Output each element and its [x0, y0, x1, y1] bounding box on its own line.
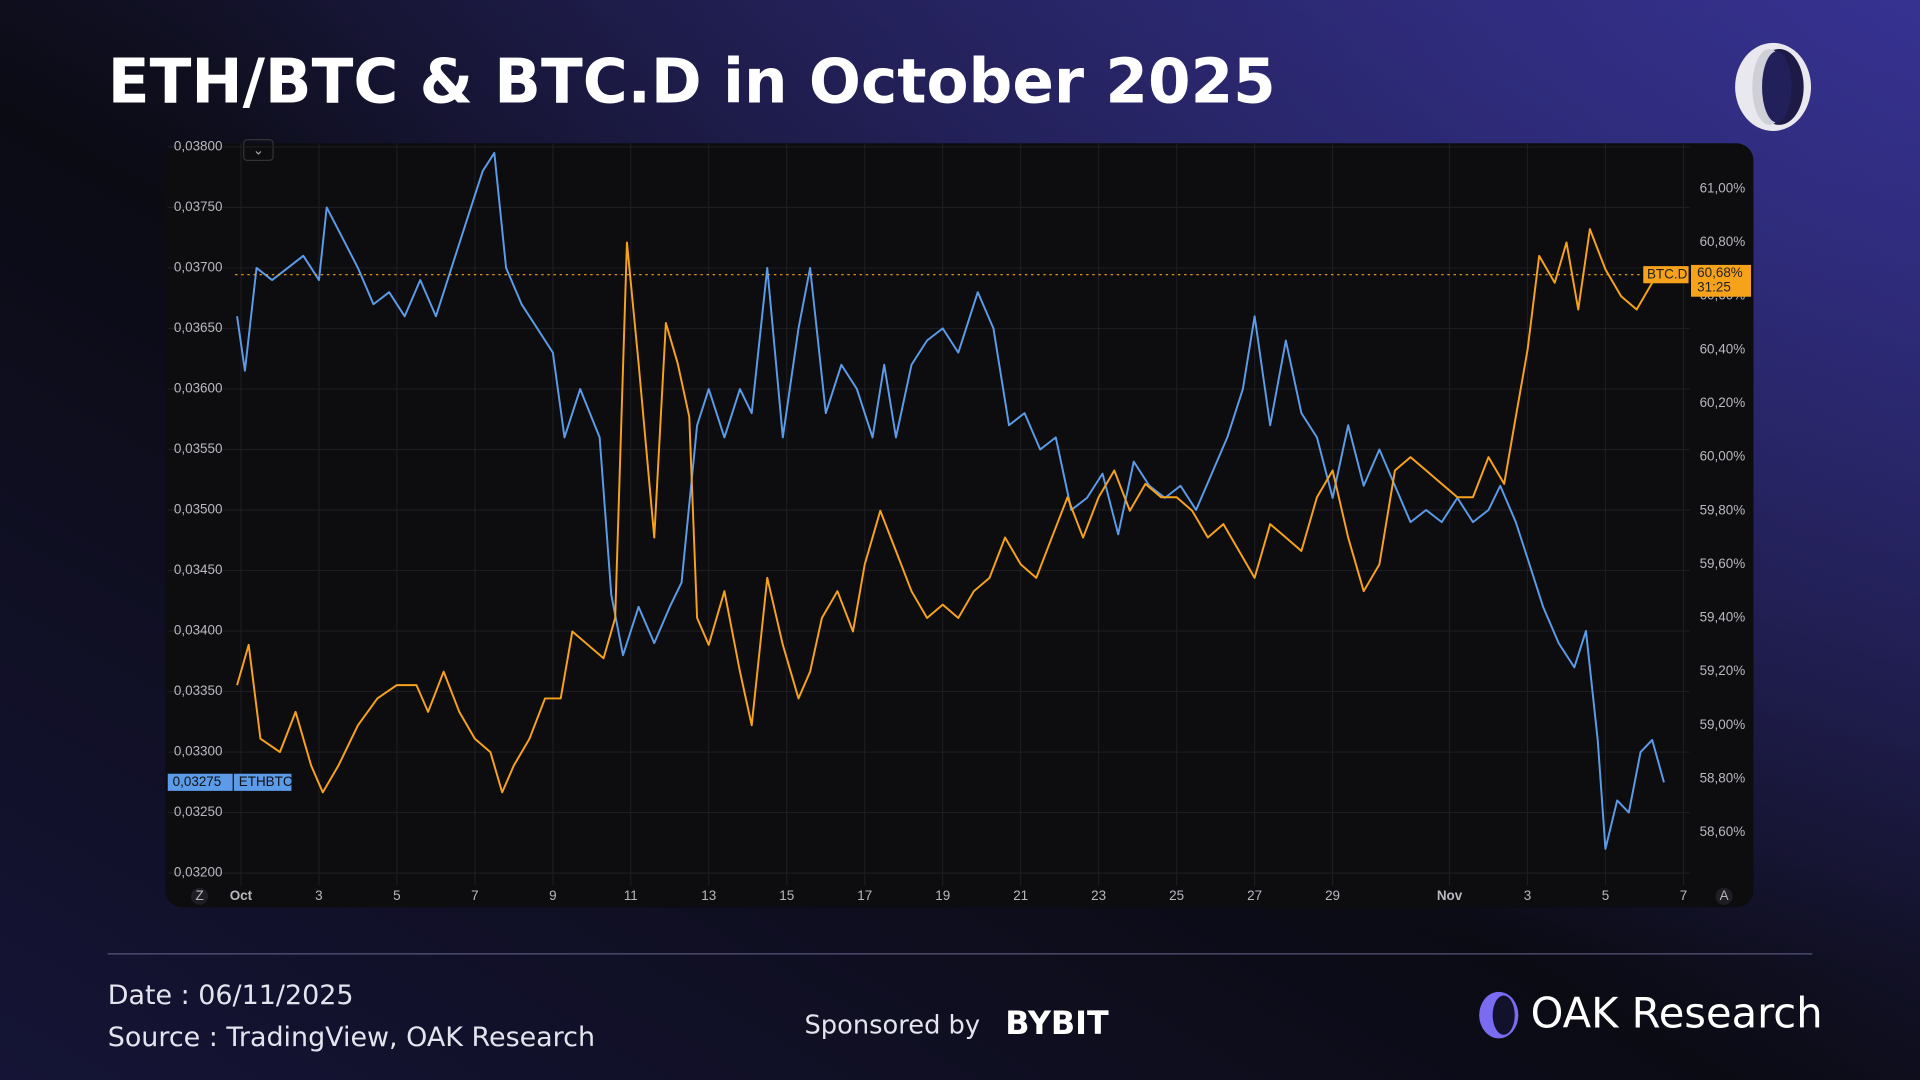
y-tick-label: 0,03500	[174, 502, 223, 517]
x-tick-label: 7	[471, 888, 478, 903]
z-button[interactable]: Z	[191, 887, 209, 905]
svg-text:Z: Z	[195, 888, 203, 903]
x-tick-label: 21	[1013, 888, 1028, 903]
y2-tick-label: 58,60%	[1700, 824, 1746, 839]
y-tick-label: 0,03800	[174, 138, 223, 153]
x-tick-label: 5	[393, 888, 400, 903]
x-tick-label: 3	[315, 888, 322, 903]
dropdown-icon: ⌄	[253, 144, 264, 159]
y2-tick-label: 61,00%	[1700, 180, 1746, 195]
y-tick-label: 0,03700	[174, 259, 223, 274]
x-tick-label: 25	[1169, 888, 1184, 903]
series-tag	[233, 773, 292, 791]
series-tag	[1643, 266, 1689, 284]
plot: Oct 3 5 7 9 11 13 15 17 19 21 23 25 27 29 Nov 3 5 7 0,03200…	[167, 138, 1752, 903]
y2-tick-label: 59,20%	[1700, 663, 1746, 678]
series-name: BTC.D	[1647, 266, 1688, 281]
brand-logo	[1479, 991, 1519, 1039]
x-tick-label: 17	[857, 888, 872, 903]
brand: OAK Research	[1531, 988, 1823, 1037]
x-tick-label: 3	[1524, 888, 1531, 903]
date: Date : 06/11/2025	[108, 980, 354, 1011]
value-tag	[167, 773, 233, 791]
y2-tick-label: 59,00%	[1700, 717, 1746, 732]
y-tick-label: 0,03250	[174, 804, 223, 819]
y-tick-label: 0,03300	[174, 744, 223, 759]
y-tick-label: 0,03750	[174, 199, 223, 214]
y2-tick-label: 59,60%	[1700, 556, 1746, 571]
y2-tick-label: 60,40%	[1700, 341, 1746, 356]
x-tick-label: 5	[1602, 888, 1609, 903]
x-tick-label: 9	[549, 888, 556, 903]
title: ETH/BTC & BTC.D in October 2025	[108, 46, 1276, 117]
x-tick-label: 15	[779, 888, 794, 903]
y-tick-label: 0,03550	[174, 441, 223, 456]
x-tick-label: 7	[1680, 888, 1687, 903]
value-label: 0,03275	[173, 774, 222, 789]
dropdown[interactable]	[243, 138, 274, 162]
sponsor-brand: BYBIT	[1005, 1004, 1109, 1042]
value-tag	[1691, 264, 1752, 297]
y-tick-label: 0,03600	[174, 381, 223, 396]
series-name: ETHBTC	[239, 774, 293, 789]
y-tick-label: 0,03400	[174, 623, 223, 638]
y2-tick-label: 59,80%	[1700, 502, 1746, 517]
x-tick-label: 29	[1325, 888, 1340, 903]
y-tick-label: 0,03200	[174, 865, 223, 880]
source: Source : TradingView, OAK Research	[108, 1022, 595, 1053]
countdown: 31:25	[1697, 280, 1731, 295]
x-tick-label: 11	[624, 888, 638, 903]
x-tick-label: 27	[1247, 888, 1262, 903]
x-tick-label: Oct	[230, 888, 253, 903]
value-label: 60,68%	[1697, 265, 1743, 280]
x-tick-label: 13	[701, 888, 716, 903]
series-line	[236, 151, 1665, 850]
sponsor: Sponsored by	[804, 1011, 980, 1041]
svg-text:A: A	[1720, 888, 1729, 903]
y2-tick-label: 59,40%	[1700, 610, 1746, 625]
a-button[interactable]: A	[1715, 887, 1733, 905]
y2-tick-label: 60,80%	[1700, 234, 1746, 249]
y2-tick-label: 58,80%	[1700, 771, 1746, 786]
x-tick-label: 19	[935, 888, 950, 903]
x-tick-label: Nov	[1437, 888, 1463, 903]
y-tick-label: 0,03350	[174, 683, 223, 698]
chart-panel	[165, 143, 1754, 908]
y-tick-label: 0,03450	[174, 562, 223, 577]
logo	[1735, 42, 1812, 132]
x-tick-label: 23	[1091, 888, 1106, 903]
y2-tick-label: 60,00%	[1700, 449, 1746, 464]
y2-tick-label: 60,20%	[1700, 395, 1746, 410]
series-line	[236, 228, 1665, 794]
y-tick-label: 0,03650	[174, 320, 223, 335]
